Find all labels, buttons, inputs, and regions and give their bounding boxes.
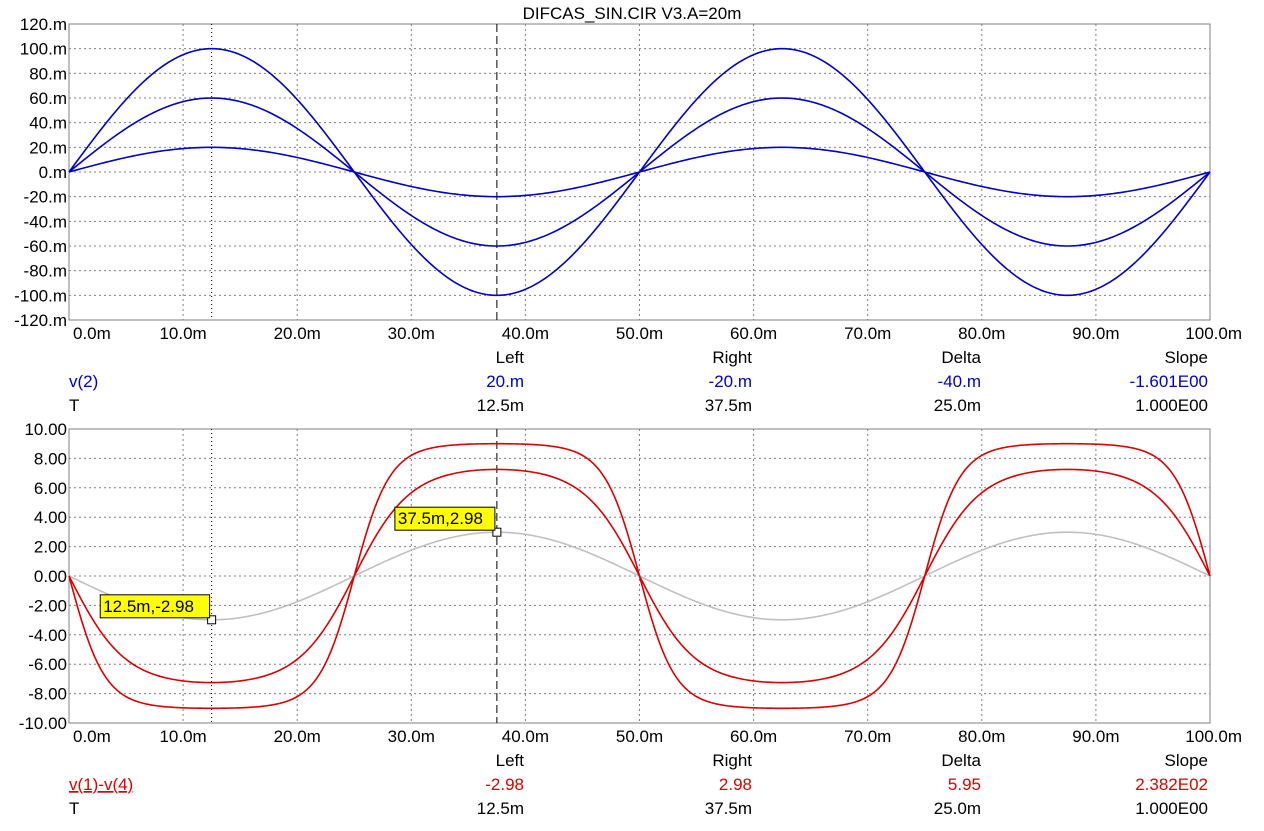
y-tick-label: 60.m	[29, 89, 67, 108]
chart-title: DIFCAS_SIN.CIR V3.A=20m	[523, 4, 742, 23]
readout-value: 2.98	[719, 775, 752, 794]
readout-row-label[interactable]: T	[69, 396, 79, 415]
y-tick-label: -8.00	[28, 685, 67, 704]
readout-row-label[interactable]: T	[69, 799, 79, 818]
y-tick-label: -6.00	[28, 655, 67, 674]
x-tick-label: 0.0m	[73, 324, 111, 343]
readout-header-left: Left	[496, 348, 525, 367]
point-label-text: 37.5m,2.98	[398, 509, 483, 528]
y-tick-label: -2.00	[28, 596, 67, 615]
readout-value: 12.5m	[477, 799, 524, 818]
x-tick-label: 10.0m	[159, 727, 206, 746]
series-line-3	[68, 442, 1211, 710]
y-tick-label: 0.m	[39, 163, 67, 182]
x-tick-label: 30.0m	[388, 727, 435, 746]
y-tick-label: 0.00	[34, 567, 67, 586]
readout-header-delta: Delta	[941, 751, 981, 770]
x-tick-label: 30.0m	[388, 324, 435, 343]
x-tick-label: 0.0m	[73, 727, 111, 746]
y-tick-label: 100.m	[20, 40, 67, 59]
readout-value: 5.95	[948, 775, 981, 794]
x-tick-label: 50.0m	[616, 727, 663, 746]
y-tick-label: 2.00	[34, 538, 67, 557]
x-tick-label: 20.0m	[274, 727, 321, 746]
x-tick-label: 100.0m	[1185, 324, 1242, 343]
y-tick-label: -20.m	[24, 188, 67, 207]
top-plot: 0.0m 10.0m 20.0m 30.0m 40.0m 50.0m 60.0m 70.0m 8…	[14, 15, 1242, 415]
x-tick-label: 50.0m	[616, 324, 663, 343]
bottom-plot: 0.0m 10.0m 20.0m 30.0m 40.0m 50.0m 60.0m 70.0m 8…	[19, 420, 1242, 818]
series-line-3	[68, 146, 1211, 198]
x-tick-label: 90.0m	[1072, 727, 1119, 746]
readout-row-label[interactable]: v(2)	[69, 372, 98, 391]
x-tick-label: 90.0m	[1072, 324, 1119, 343]
y-tick-label: 120.m	[20, 15, 67, 34]
readout-value: 1.000E00	[1135, 396, 1208, 415]
y-tick-label: -60.m	[24, 237, 67, 256]
y-tick-label: -40.m	[24, 212, 67, 231]
x-tick-label: 60.0m	[730, 727, 777, 746]
readout-value: -2.98	[485, 775, 524, 794]
x-tick-label: 80.0m	[958, 727, 1005, 746]
point-label-text: 12.5m,-2.98	[103, 597, 194, 616]
readout-value: 12.5m	[477, 396, 524, 415]
y-tick-label: -10.00	[19, 714, 67, 733]
x-tick-label: 100.0m	[1185, 727, 1242, 746]
readout-value: -1.601E00	[1130, 372, 1208, 391]
readout-value: 2.382E02	[1135, 775, 1208, 794]
x-tick-label: 60.0m	[730, 324, 777, 343]
x-tick-label: 40.0m	[502, 727, 549, 746]
readout-header-slope: Slope	[1165, 751, 1208, 770]
readout-value: 1.000E00	[1135, 799, 1208, 818]
readout-value: -40.m	[938, 372, 981, 391]
readout-value: -20.m	[709, 372, 752, 391]
readout-header-left: Left	[496, 751, 525, 770]
y-tick-label: -80.m	[24, 262, 67, 281]
y-tick-label: -100.m	[14, 286, 67, 305]
readout-value: 37.5m	[705, 396, 752, 415]
y-tick-label: 10.00	[24, 420, 67, 439]
readout-header-delta: Delta	[941, 348, 981, 367]
y-tick-label: 20.m	[29, 138, 67, 157]
y-tick-label: 6.00	[34, 479, 67, 498]
x-tick-label: 40.0m	[502, 324, 549, 343]
cursor-marker[interactable]	[492, 527, 502, 537]
readout-header-right: Right	[712, 751, 752, 770]
y-tick-label: 80.m	[29, 64, 67, 83]
readout-value: 20.m	[486, 372, 524, 391]
readout-value: 25.0m	[934, 799, 981, 818]
x-tick-label: 20.0m	[274, 324, 321, 343]
readout-header-slope: Slope	[1165, 348, 1208, 367]
x-tick-label: 70.0m	[844, 727, 891, 746]
readout-row-label[interactable]: v(1)-v(4)	[69, 775, 133, 794]
x-tick-label: 80.0m	[958, 324, 1005, 343]
y-tick-label: 8.00	[34, 449, 67, 468]
y-tick-label: -4.00	[28, 626, 67, 645]
y-tick-label: 40.m	[29, 114, 67, 133]
x-tick-label: 10.0m	[159, 324, 206, 343]
point-label-box	[394, 506, 496, 531]
readout-header-right: Right	[712, 348, 752, 367]
y-tick-label: -120.m	[14, 311, 67, 330]
y-tick-label: 4.00	[34, 508, 67, 527]
readout-value: 37.5m	[705, 799, 752, 818]
x-tick-label: 70.0m	[844, 324, 891, 343]
point-label-box	[99, 594, 211, 619]
cursor-marker[interactable]	[207, 615, 217, 625]
readout-value: 25.0m	[934, 396, 981, 415]
